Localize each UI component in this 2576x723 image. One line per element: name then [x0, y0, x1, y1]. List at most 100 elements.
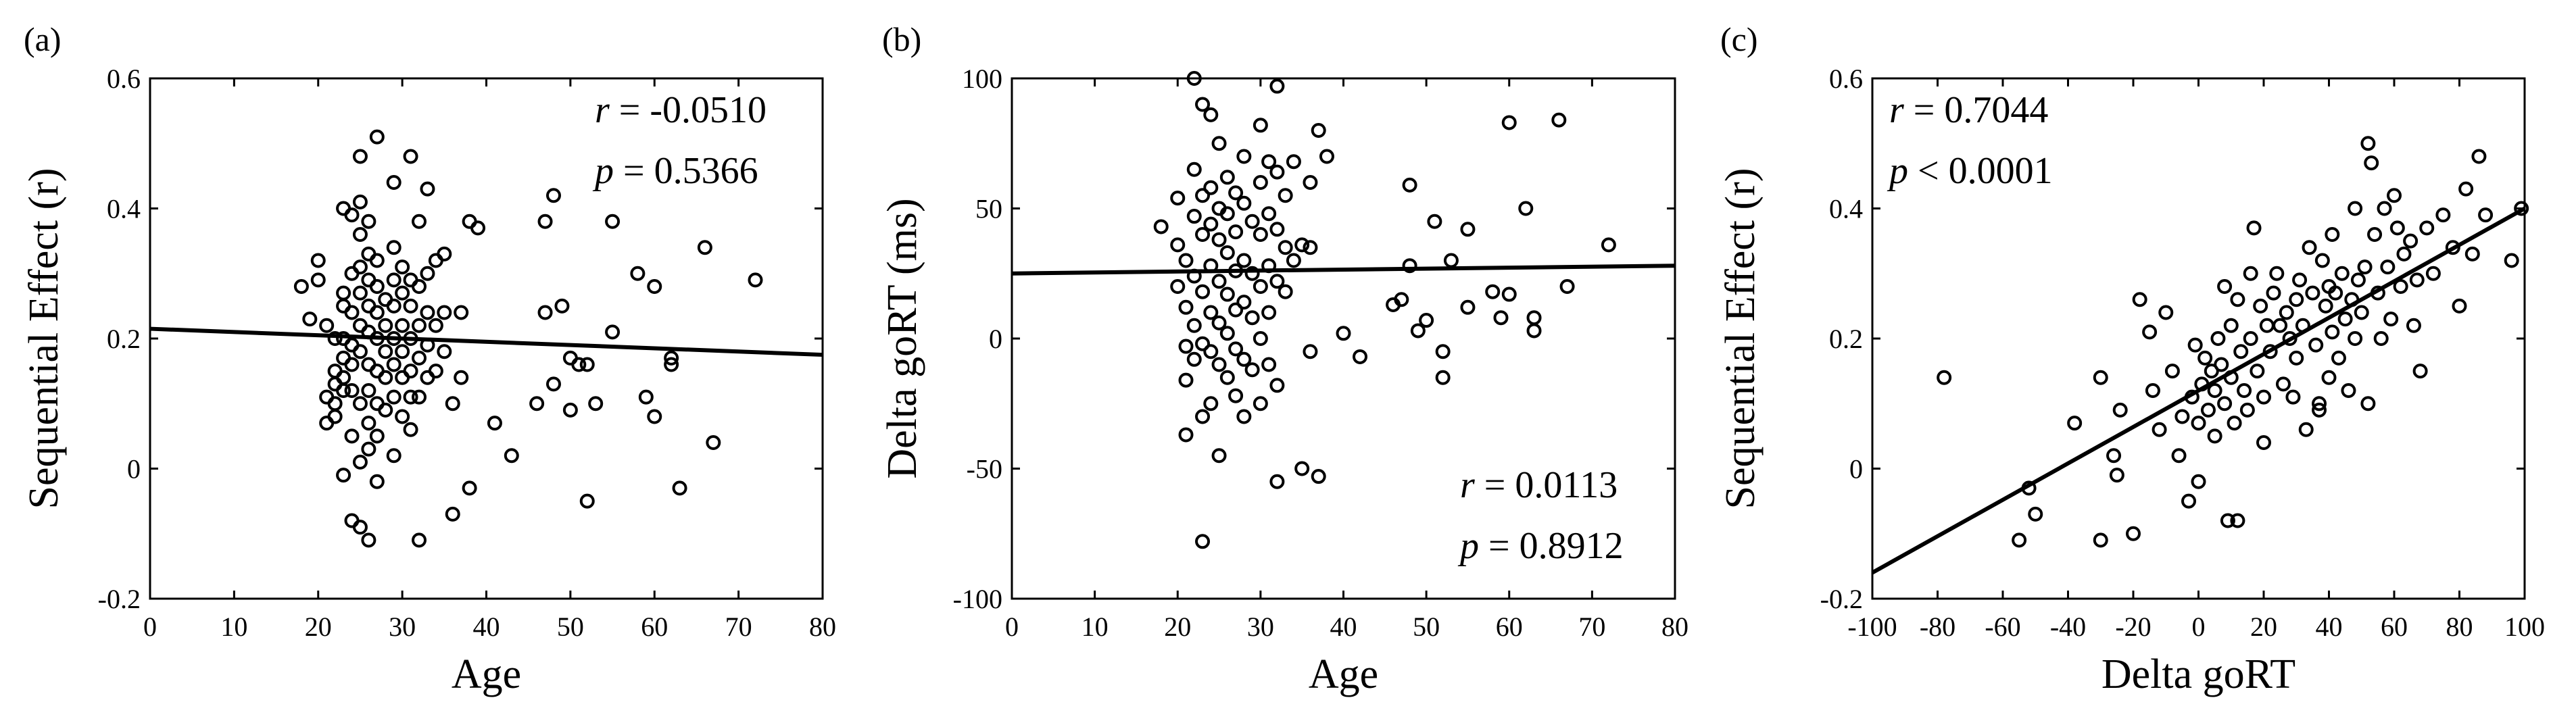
data-point [1178, 339, 1194, 354]
data-point [2334, 266, 2350, 281]
data-point [2406, 318, 2421, 333]
data-point [1559, 279, 1575, 294]
r-symbol: r [1889, 89, 1904, 131]
panel-a: 0 10 20 30 40 50 60 70 80-0.200.20.40.6AgeSequen… [21, 20, 836, 697]
data-point [327, 331, 343, 346]
data-point [361, 383, 376, 398]
data-point [647, 279, 662, 294]
data-point [1219, 326, 1235, 341]
data-point [420, 266, 435, 281]
data-point [1261, 206, 1277, 222]
panel-label: (c) [1720, 20, 1758, 58]
data-point [2298, 422, 2314, 437]
data-point [2389, 220, 2405, 236]
data-point [1286, 154, 1301, 170]
data-point [504, 448, 519, 464]
y-tick-label: 0.6 [1829, 64, 1863, 94]
data-point [2239, 402, 2255, 418]
p-value: = 0.5366 [614, 150, 758, 192]
data-point [403, 149, 418, 164]
data-point [1937, 370, 1952, 385]
data-point [1236, 149, 1252, 164]
data-point [1493, 310, 1509, 326]
r-stat: r = 0.0113 [1460, 464, 1618, 506]
data-point [2412, 364, 2428, 379]
data-point [1261, 305, 1277, 320]
data-point [454, 305, 469, 320]
data-point [2181, 493, 2197, 509]
x-tick-label: 60 [1496, 612, 1523, 642]
data-point [2282, 331, 2298, 346]
data-point [1236, 351, 1252, 367]
p-symbol: p [1887, 150, 1908, 192]
data-point [2253, 298, 2268, 314]
data-point [1402, 258, 1417, 274]
data-point [386, 272, 402, 288]
data-point [1394, 292, 1409, 307]
r-value: = 0.0113 [1475, 464, 1618, 506]
data-point [1269, 222, 1285, 237]
data-point [2266, 285, 2281, 301]
data-point [352, 318, 368, 333]
data-point [395, 318, 410, 333]
data-point [395, 344, 410, 359]
data-point [352, 259, 368, 275]
data-point [470, 220, 486, 236]
data-point [412, 279, 427, 294]
x-tick-label: 50 [557, 612, 584, 642]
data-point [2331, 350, 2346, 366]
data-point [1195, 534, 1211, 549]
data-point [1170, 279, 1186, 294]
data-point [2093, 532, 2108, 548]
data-point [2302, 240, 2317, 255]
data-point [378, 318, 393, 333]
data-point [1195, 284, 1211, 299]
data-point [352, 520, 368, 535]
data-point [361, 298, 376, 314]
data-point [1286, 253, 1301, 268]
x-tick-label: 40 [473, 612, 500, 642]
x-tick-label: 0 [143, 612, 157, 642]
data-point [2419, 220, 2435, 236]
data-point [1203, 216, 1219, 232]
data-point [2184, 389, 2200, 405]
data-point [327, 364, 343, 379]
data-point [1178, 372, 1194, 388]
data-point [1311, 123, 1326, 138]
data-point [2289, 350, 2304, 366]
data-point [462, 214, 477, 229]
data-point [2256, 435, 2271, 450]
data-point [2194, 376, 2210, 392]
data-point [327, 409, 343, 424]
data-point [2275, 376, 2291, 392]
x-axis-label: Delta goRT [2101, 651, 2295, 697]
data-point [1236, 409, 1252, 424]
data-point [2370, 285, 2385, 301]
data-point [1186, 318, 1202, 333]
data-point [403, 389, 418, 405]
r-stat: r = -0.0510 [595, 89, 767, 131]
data-point [1443, 253, 1459, 268]
data-point [2435, 207, 2451, 223]
data-point [664, 350, 679, 366]
data-point [437, 246, 452, 261]
data-point [361, 214, 376, 229]
data-point [428, 318, 443, 333]
y-tick-label: 0.2 [1829, 324, 1863, 354]
data-point [2109, 468, 2124, 483]
data-point [2243, 331, 2258, 346]
data-point [2126, 526, 2141, 541]
x-axis-label: Age [452, 651, 521, 697]
data-point [369, 396, 385, 412]
data-point [537, 305, 553, 320]
data-point [2021, 480, 2037, 496]
data-point [1551, 112, 1567, 128]
data-point [386, 298, 402, 314]
data-point [630, 266, 646, 281]
data-point [2152, 422, 2167, 437]
regression-line [149, 326, 823, 357]
data-point [2132, 292, 2147, 307]
data-point [1178, 427, 1194, 443]
data-point [487, 416, 502, 431]
data-point [361, 357, 376, 372]
